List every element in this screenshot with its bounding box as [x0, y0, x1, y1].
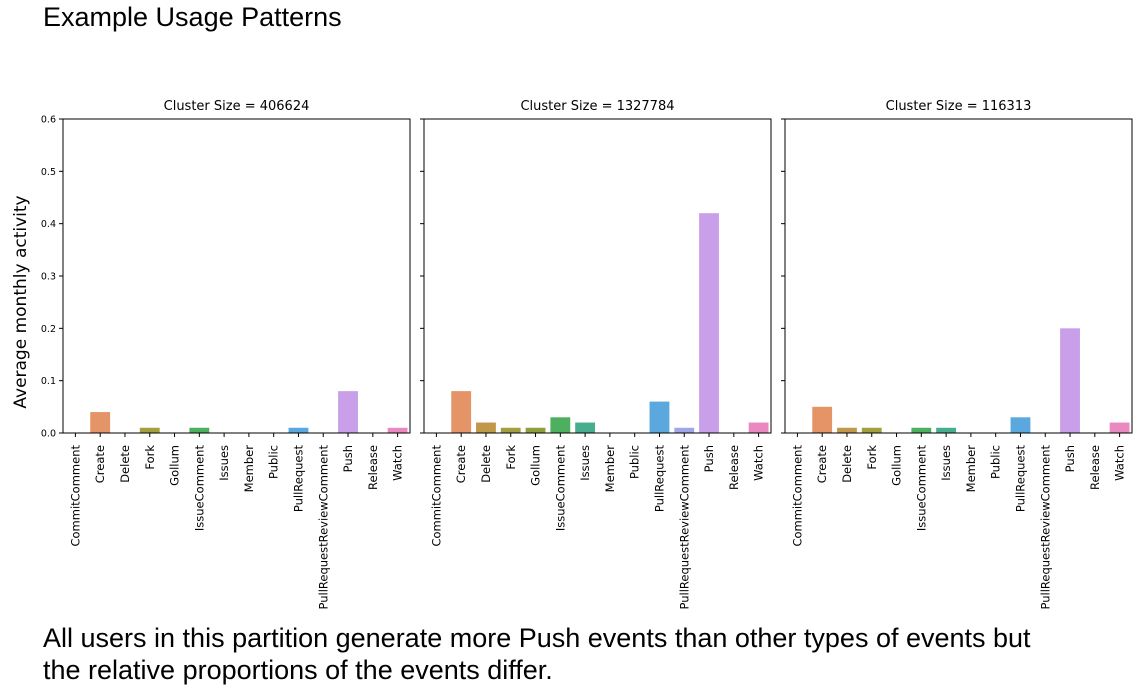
y-tick-label: 0.1 [41, 376, 56, 387]
x-tick-label: IssueComment [192, 445, 206, 532]
x-tick-label: Gollum [529, 445, 543, 486]
bar-delete [837, 427, 857, 433]
x-tick-label: PullRequestReviewComment [316, 445, 330, 610]
chart-panel-2: Cluster Size = 1327784 CommitComment Creat… [420, 99, 772, 610]
x-tick-label: Member [242, 445, 256, 493]
y-tick-label: 0.4 [41, 219, 56, 230]
x-tick-label: Release [366, 445, 380, 490]
plot-frame [423, 118, 772, 434]
x-tick-label: Member [964, 445, 978, 493]
chart-panel-3: Cluster Size = 116313 CommitComment Create… [781, 99, 1133, 610]
chart-title: Cluster Size = 406624 [164, 99, 310, 114]
chart-title: Cluster Size = 116313 [886, 99, 1032, 114]
y-tick-label: 0.0 [41, 429, 56, 440]
plot-frame [784, 118, 1133, 434]
bar-watch [748, 422, 769, 433]
x-tick-label: Member [603, 445, 617, 493]
y-tick-label: 0.3 [41, 272, 56, 283]
bar-create [451, 391, 472, 433]
x-tick-label: Fork [504, 445, 518, 470]
x-tick-label: Public [267, 445, 281, 479]
x-tick-label: Fork [865, 445, 879, 470]
chart-title: Cluster Size = 1327784 [520, 99, 674, 114]
x-tick-label: Watch [391, 445, 405, 481]
x-tick-label: IssueComment [914, 445, 928, 532]
bar-watch [387, 427, 408, 433]
x-tick-label: Issues [939, 445, 953, 481]
bar-issuecomment [911, 427, 932, 433]
x-tick-label: Watch [1113, 445, 1127, 481]
bar-create [812, 406, 833, 433]
bar-delete [476, 422, 496, 433]
x-tick-label: Push [702, 445, 716, 472]
x-tick-label: PullRequestReviewComment [1038, 445, 1052, 610]
x-tick-label: PullRequestReviewComment [677, 445, 691, 610]
x-tick-label: Public [989, 445, 1003, 479]
caption-line-1: All users in this partition generate mor… [43, 623, 1031, 653]
x-tick-label: Issues [578, 445, 592, 481]
x-tick-label: Create [93, 445, 107, 483]
bar-pullrequest [649, 401, 670, 433]
x-tick-label: Create [815, 445, 829, 483]
bar-fork [500, 427, 521, 433]
x-tick-label: Create [454, 445, 468, 483]
bar-issues [575, 422, 596, 433]
x-tick-label: Delete [479, 445, 493, 483]
bar-pullrequest [288, 427, 309, 433]
y-axis-label: Average monthly activity [11, 195, 31, 408]
bar-issuecomment [189, 427, 210, 433]
y-tick-label: 0.2 [41, 324, 56, 335]
x-tick-label: CommitComment [68, 445, 82, 547]
slide-title: Example Usage Patterns [43, 2, 342, 32]
x-tick-label: Fork [143, 445, 157, 470]
x-tick-label: PullRequest [291, 445, 305, 513]
bar-fork [139, 427, 160, 433]
x-tick-label: Push [341, 445, 355, 472]
bar-fork [861, 427, 882, 433]
x-tick-label: Release [1088, 445, 1102, 490]
y-tick-label: 0.6 [41, 115, 56, 126]
x-tick-label: PullRequest [1013, 445, 1027, 513]
x-tick-label: IssueComment [553, 445, 567, 532]
y-tick-label: 0.5 [41, 167, 56, 178]
bar-push [1060, 328, 1080, 433]
x-tick-label: CommitComment [790, 445, 804, 547]
bar-push [338, 391, 358, 433]
x-tick-label: Push [1063, 445, 1077, 472]
bar-push [699, 213, 719, 433]
bar-watch [1109, 422, 1130, 433]
x-tick-label: Public [628, 445, 642, 479]
x-tick-label: CommitComment [429, 445, 443, 547]
x-tick-label: Delete [118, 445, 132, 483]
x-tick-label: Release [727, 445, 741, 490]
bar-gollum [525, 427, 546, 433]
bar-issuecomment [550, 417, 571, 433]
x-tick-label: PullRequest [652, 445, 666, 513]
bar-pullrequestreviewcomment [674, 427, 695, 433]
x-tick-label: Issues [217, 445, 231, 481]
bar-issues [936, 427, 957, 433]
chart-panel-1: Cluster Size = 406624 0.0 0.1 0.2 0.3 0.4 0.5 0… [11, 99, 411, 610]
bar-create [90, 412, 111, 433]
x-tick-label: Gollum [168, 445, 182, 486]
caption-line-2: the relative proportions of the events d… [43, 655, 553, 685]
x-tick-label: Delete [840, 445, 854, 483]
x-tick-label: Watch [752, 445, 766, 481]
slide-caption: All users in this partition generate mor… [43, 622, 1133, 686]
bar-pullrequest [1010, 417, 1031, 433]
x-tick-label: Gollum [890, 445, 904, 486]
plot-frame [62, 118, 411, 434]
